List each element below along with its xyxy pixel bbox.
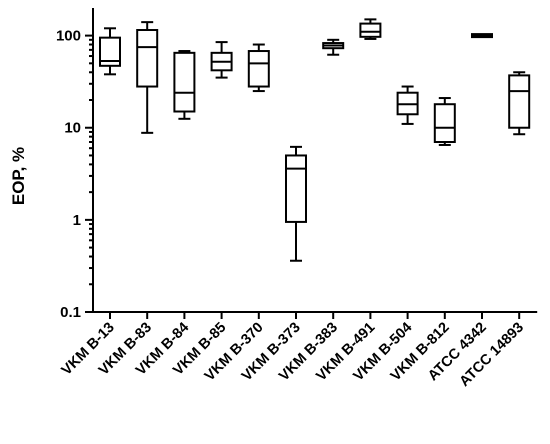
y-tick-label: 1 [73,212,81,229]
box-iqr [359,22,382,38]
box-iqr [508,74,531,129]
y-tick-label: 0.1 [60,304,81,321]
y-axis-label: EOP, % [9,147,28,205]
box-iqr [433,103,456,144]
box-iqr [99,36,121,67]
box-iqr [285,154,307,223]
box-iqr [173,51,196,113]
y-tick-label: 10 [64,120,81,137]
box-iqr [136,29,159,88]
y-tick-label: 100 [56,28,81,45]
box-iqr [247,50,270,88]
